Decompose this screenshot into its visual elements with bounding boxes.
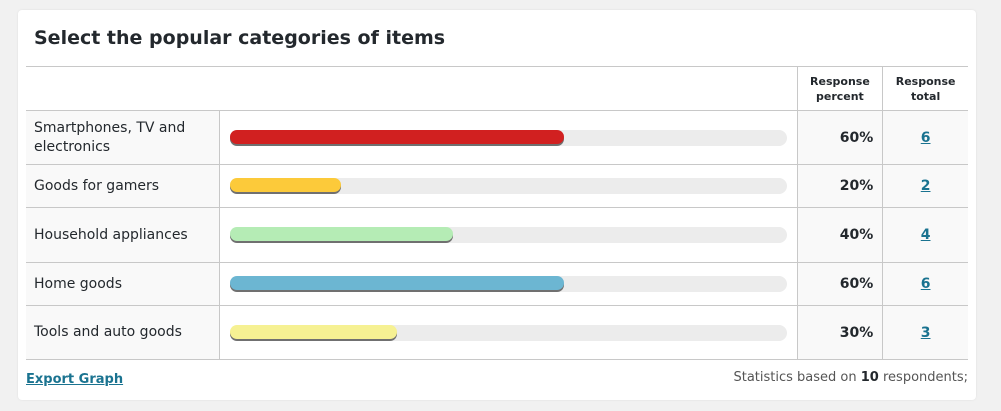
respondent-count: 10 <box>860 370 879 385</box>
export-graph-link[interactable]: Export Graph <box>26 372 124 387</box>
category-label: Tools and auto goods <box>26 305 220 360</box>
response-percent: 20% <box>796 164 883 208</box>
bar-fill <box>229 178 342 192</box>
bar-track <box>229 276 787 292</box>
bar-fill <box>229 129 564 144</box>
bar-cell <box>218 262 798 306</box>
bar-track <box>229 227 787 243</box>
bar-fill <box>229 324 397 339</box>
response-total-link[interactable]: 2 <box>920 178 931 194</box>
bar-track <box>229 129 787 146</box>
bar-fill <box>229 227 453 241</box>
response-total-cell: 6 <box>882 262 968 306</box>
category-label: Goods for gamers <box>26 164 220 208</box>
header-response-percent: Response percent <box>796 66 883 111</box>
bar-track <box>229 324 787 341</box>
response-total-link[interactable]: 6 <box>920 129 931 146</box>
bar-cell <box>218 110 798 165</box>
response-total-link[interactable]: 6 <box>920 276 931 292</box>
table-row: Tools and auto goods 30% 3 <box>26 305 968 360</box>
response-total-cell: 4 <box>882 207 968 263</box>
header-response-total: Response total <box>882 66 968 111</box>
table-row: Home goods 60% 6 <box>26 262 968 306</box>
response-percent: 40% <box>796 207 883 263</box>
table-row: Goods for gamers 20% 2 <box>26 164 968 208</box>
response-total-cell: 3 <box>882 305 968 360</box>
statistics-note: Statistics based on 10 respondents; <box>733 370 968 385</box>
response-total-cell: 2 <box>882 164 968 208</box>
stats-suffix: respondents; <box>882 370 968 385</box>
survey-results-card: Select the popular categories of items R… <box>18 10 976 400</box>
bar-cell <box>218 207 798 263</box>
table-row: Household appliances 40% 4 <box>26 207 968 263</box>
response-total-cell: 6 <box>882 110 968 165</box>
bar-fill <box>229 276 564 290</box>
bar-track <box>229 178 787 194</box>
response-percent: 60% <box>796 262 883 306</box>
bar-cell <box>218 164 798 208</box>
response-total-link[interactable]: 3 <box>920 324 931 341</box>
category-label: Home goods <box>26 262 220 306</box>
category-label: Smartphones, TV and electronics <box>26 110 220 165</box>
stats-prefix: Statistics based on <box>733 370 857 385</box>
response-total-link[interactable]: 4 <box>920 227 931 243</box>
response-percent: 30% <box>796 305 883 360</box>
category-label: Household appliances <box>26 207 220 263</box>
response-percent: 60% <box>796 110 883 165</box>
table-row: Smartphones, TV and electronics 60% 6 <box>26 110 968 165</box>
header-blank <box>26 66 798 111</box>
question-title: Select the popular categories of items <box>34 27 446 49</box>
bar-cell <box>218 305 798 360</box>
results-table: Response percent Response total Smartpho… <box>26 66 968 360</box>
